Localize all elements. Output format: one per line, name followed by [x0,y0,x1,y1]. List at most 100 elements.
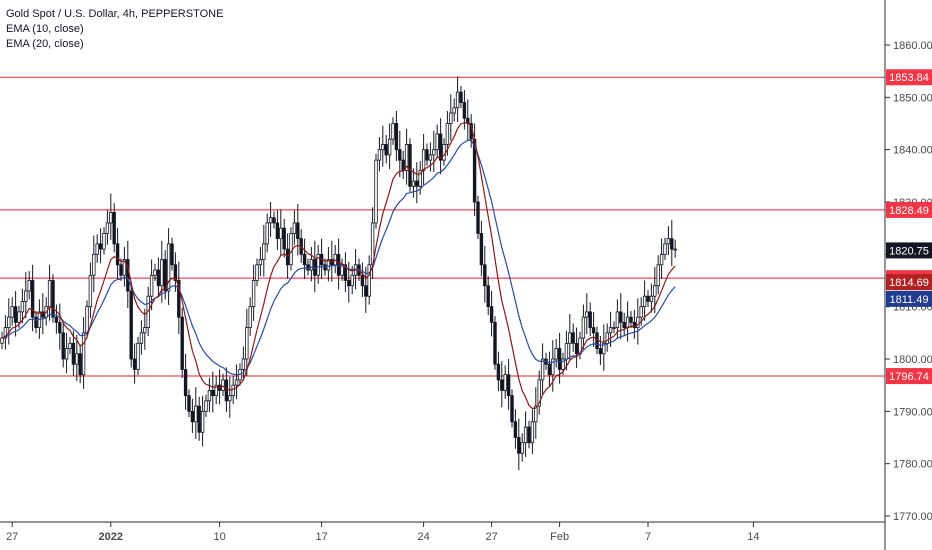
candle-body [214,384,218,397]
x-tick-label: 7 [645,531,651,543]
level-price-tag-bg [886,69,932,86]
candle-body [251,280,256,308]
candle-body [166,243,171,292]
ema10-price-tag-bg [886,274,932,291]
candle-body [296,222,300,240]
candle-body [92,253,96,276]
candle-body [364,285,368,297]
candle-body [581,316,586,339]
candle-body [75,353,79,365]
candle-body [360,274,365,287]
candle-body [224,379,229,402]
candle-body [520,442,524,454]
x-tick-label: 24 [417,531,429,543]
candle-body [591,327,596,334]
candle-body [398,149,402,161]
candle-body [642,295,647,308]
candle-body [47,280,52,308]
candle-body [262,243,266,260]
candle-body [112,212,116,245]
candle-body [425,149,429,161]
candle-body [377,149,382,161]
candle-body [265,222,269,245]
candle-body [20,301,25,313]
ema10-legend-label: EMA (10, close) [6,23,84,35]
candle-body [459,91,463,103]
ema20-price-tag: 1811.49 [890,294,929,306]
candle-body [7,316,11,328]
candle-body [88,274,93,308]
candle-body [595,332,599,349]
candle-body [629,316,633,323]
candle-body [663,243,667,255]
y-tick-label: 1860.00 [893,40,932,52]
candle-body [408,144,412,187]
candle-body [670,238,674,250]
candle-body [602,342,606,355]
candle-body [530,421,535,444]
candle-body [394,123,399,151]
candle-body [347,280,351,287]
ema20-price-tag-bg [886,290,932,307]
candle-body [411,180,416,187]
x-tick-label: 2022 [99,531,123,543]
candle-body [292,222,297,234]
candle-body [190,410,195,423]
level-price-tag: 1853.84 [889,72,929,84]
candle-body [568,332,572,344]
x-tick-label: 17 [315,531,327,543]
candle-body [438,133,443,161]
candle-body [367,264,371,297]
candle-body [659,253,664,266]
candle-body [574,342,579,355]
candle-body [483,264,487,287]
candle-body [636,316,640,328]
candle-body [41,311,45,318]
candle-body [381,144,385,151]
candle-body [476,201,480,234]
candle-body [449,112,453,124]
candle-body [81,332,86,376]
candle-body [234,379,239,386]
candle-body [54,316,59,323]
candle-body [64,348,69,360]
candle-body [272,217,276,224]
candle-body [387,138,392,156]
candle-body [557,348,562,370]
candle-body [197,405,201,433]
candle-body [391,123,395,140]
y-tick-label: 1790.00 [893,406,932,418]
candle-body [275,222,280,240]
chart-title: Gold Spot / U.S. Dollar, 4h, PEPPERSTONE [6,8,224,20]
candle-body [462,102,467,119]
candle-body [231,384,235,397]
x-tick-label: 14 [747,531,759,543]
candle-body [561,358,565,370]
candle-body [149,274,154,297]
candle-body [302,253,307,266]
candle-body [415,180,419,187]
candle-body [493,321,497,365]
candle-body [540,358,545,381]
candle-body [122,259,127,276]
candle-body [255,264,259,281]
candle-body [496,363,501,381]
candle-body [177,280,181,318]
candle-body [523,426,528,444]
y-tick-label: 1850.00 [893,92,932,104]
candle-body [384,144,388,156]
candle-body [554,348,558,360]
candle-body [622,321,626,329]
candle-body [132,358,137,370]
candle-body [656,264,660,287]
candle-body [673,248,677,251]
last_price-price-tag: 1820.75 [889,245,929,257]
candle-body [71,342,76,365]
candle-body [180,316,184,370]
x-tick-label: Feb [550,531,569,543]
candle-body [61,332,65,360]
candle-body [350,274,354,287]
candle-body [506,374,511,397]
